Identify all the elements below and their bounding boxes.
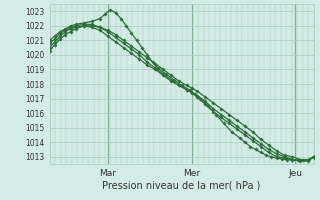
X-axis label: Pression niveau de la mer( hPa ): Pression niveau de la mer( hPa ) — [102, 181, 261, 191]
